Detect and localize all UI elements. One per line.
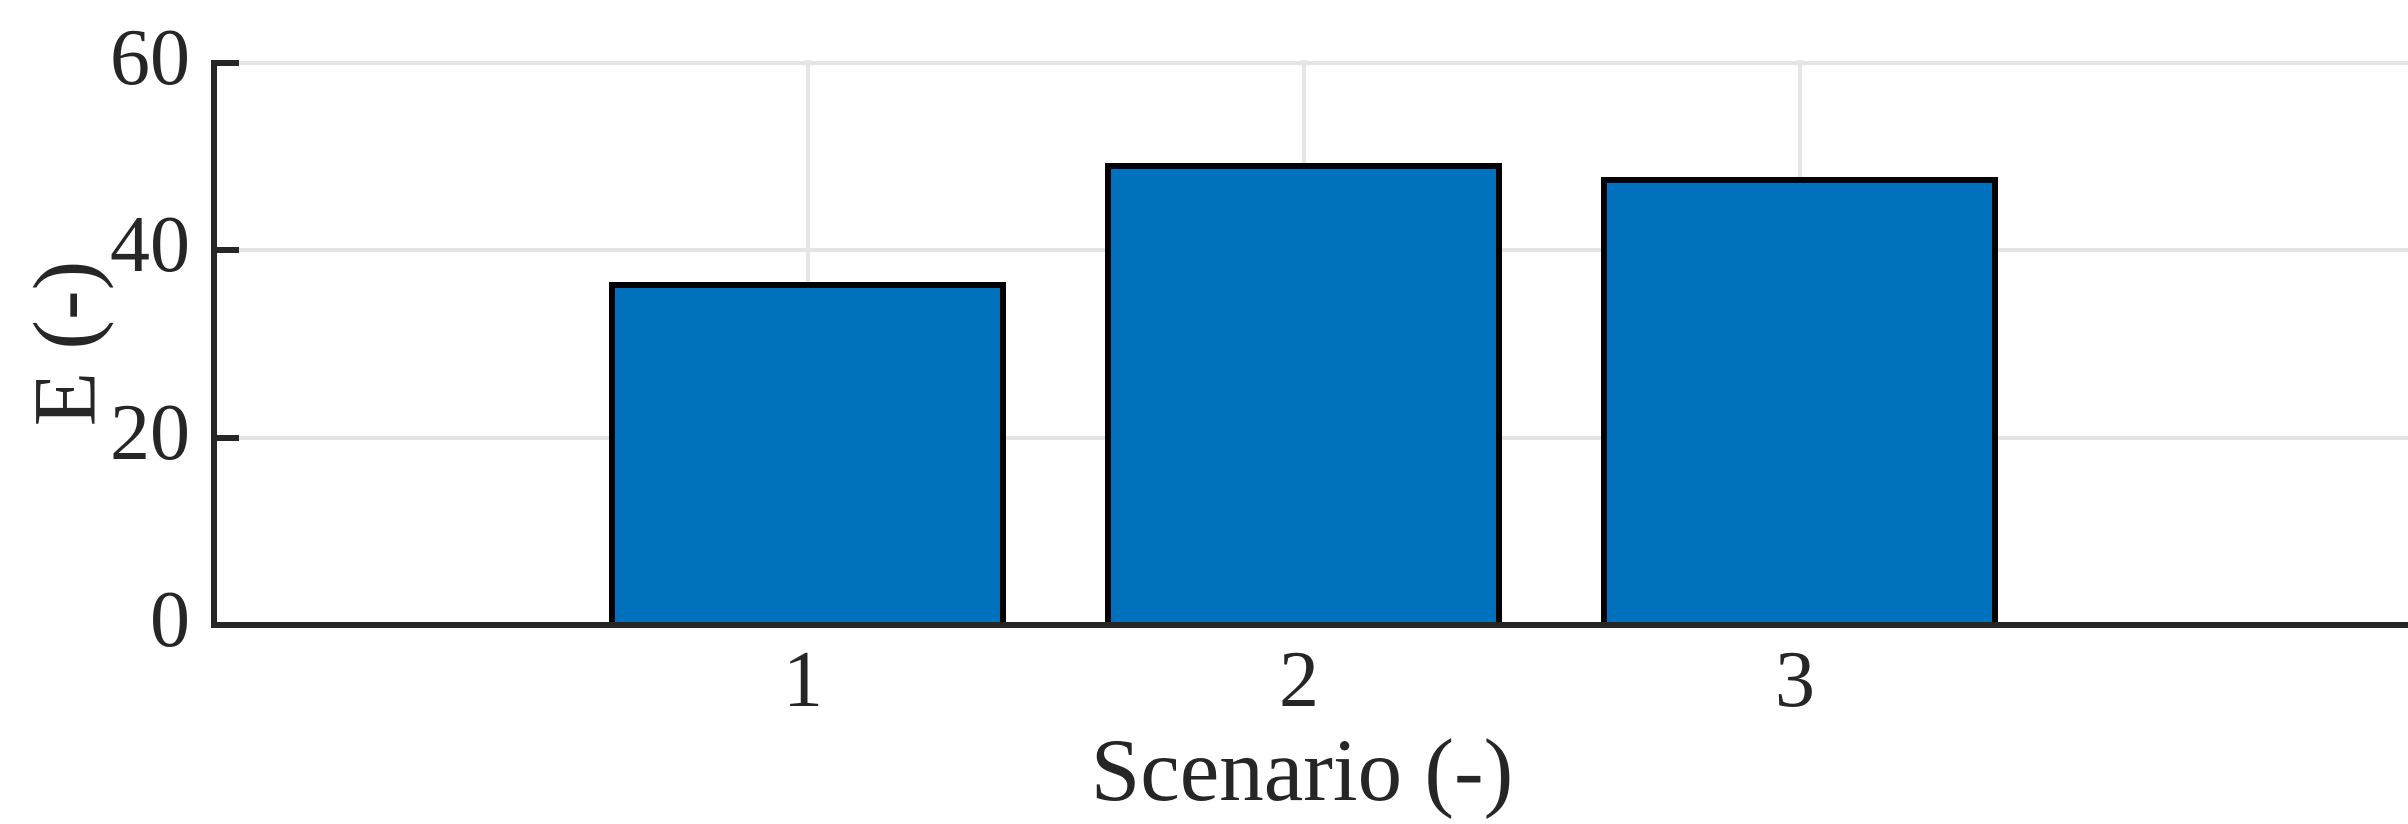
y-tick (214, 247, 239, 253)
y-tick-label: 0 (150, 576, 190, 664)
y-axis-label: E (-) (16, 260, 115, 427)
y-tick-label: 60 (110, 13, 190, 102)
y-tick-label: 40 (110, 201, 190, 289)
y-axis-line (211, 60, 217, 628)
bar (1601, 177, 1998, 628)
y-gridline (237, 60, 2408, 65)
x-axis-line (211, 622, 2408, 628)
x-axis-label: Scenario (-) (1090, 722, 1514, 820)
x-tick-label: 2 (1279, 636, 1319, 724)
y-tick (214, 434, 239, 441)
y-tick-label: 20 (110, 388, 190, 477)
x-tick-label: 3 (1775, 636, 1815, 724)
bar (609, 282, 1006, 628)
x-tick-label: 1 (783, 636, 823, 724)
y-tick (214, 59, 239, 66)
bar (1105, 163, 1502, 628)
